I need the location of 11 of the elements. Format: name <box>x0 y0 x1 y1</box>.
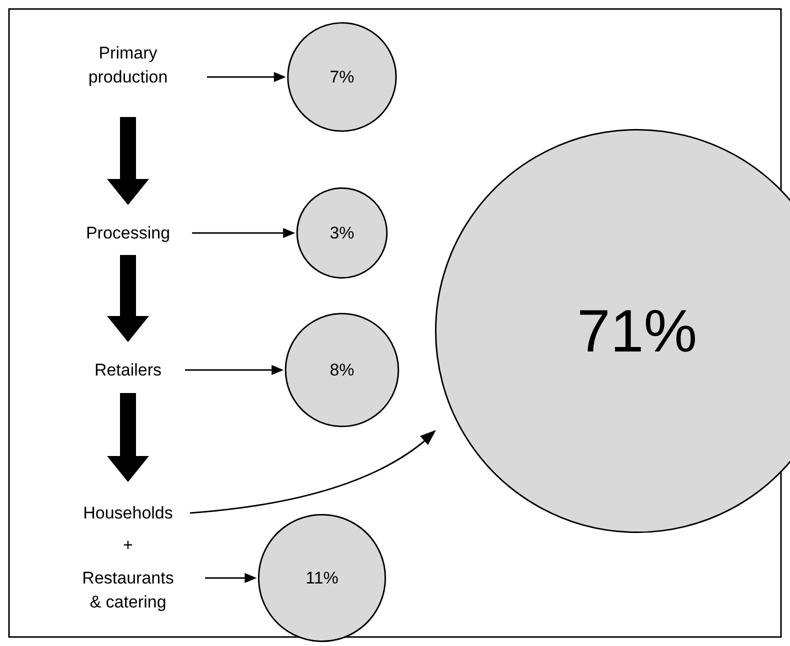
text: + <box>123 536 134 554</box>
category-label: Restaurants & catering <box>82 568 174 612</box>
data-label: 7% <box>330 68 354 86</box>
data-label: 8% <box>330 360 354 380</box>
data-label: 71% <box>576 298 698 364</box>
category-label: Primary production <box>88 44 168 86</box>
data-label: 3% <box>330 224 354 242</box>
category-label: Processing <box>86 224 170 242</box>
category-label: Retailers <box>94 360 162 380</box>
data-label: 11% <box>306 568 338 588</box>
category-label: Households <box>83 504 173 522</box>
